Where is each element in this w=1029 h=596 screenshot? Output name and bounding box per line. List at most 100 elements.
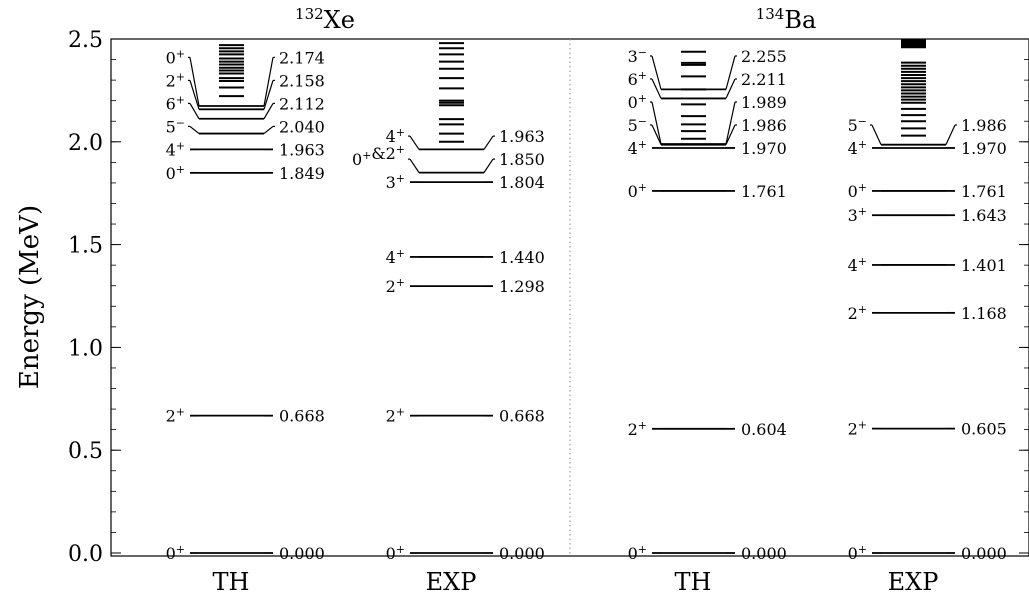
- level-connector: [409, 158, 420, 173]
- spin-parity-label: 0+: [166, 47, 185, 67]
- spin-value: 2: [166, 407, 176, 426]
- spin-parity-label: 6+: [166, 93, 185, 113]
- parity-sign: −: [638, 46, 647, 59]
- energy-value-label: 1.804: [499, 173, 545, 192]
- parity-sign: +: [362, 149, 371, 162]
- energy-value-label: 0.605: [961, 420, 1007, 439]
- parity-sign: +: [396, 172, 405, 185]
- spin-parity-label: 0+: [628, 92, 647, 112]
- level-connector: [483, 135, 494, 150]
- level-connector: [725, 55, 736, 90]
- mass-number: 134: [756, 5, 785, 23]
- parity-sign: +: [858, 255, 867, 268]
- level-connector: [483, 158, 494, 173]
- spin-value: 2: [386, 407, 396, 426]
- parity-sign: +: [176, 70, 185, 83]
- spin-value: 5: [166, 117, 176, 136]
- spin-parity-label: 0+: [628, 543, 647, 563]
- y-tick-label: 1.0: [68, 336, 103, 361]
- energy-value-label: 2.255: [741, 47, 787, 66]
- spin-parity-label: 0+: [166, 543, 185, 563]
- energy-value-label: 0.000: [741, 544, 787, 563]
- level-connector: [651, 124, 662, 145]
- energy-value-label: 1.643: [961, 206, 1007, 225]
- level-connector: [189, 125, 200, 135]
- nucleus-label: 132Xe: [295, 5, 355, 34]
- spin-value: 4: [848, 139, 858, 158]
- level-connector: [263, 57, 274, 107]
- level-connector: [189, 57, 200, 107]
- spin-parity-label: 3+: [848, 205, 867, 225]
- energy-value-label: 1.168: [961, 304, 1007, 323]
- energy-value-label: 0.000: [499, 544, 545, 563]
- parity-sign: +: [858, 205, 867, 218]
- spin-parity-label: 0+: [848, 181, 867, 201]
- parity-sign: +: [176, 163, 185, 176]
- y-tick-label: 2.5: [68, 28, 103, 53]
- level-connector: [409, 135, 420, 150]
- parity-sign: +: [638, 92, 647, 105]
- level-connector: [651, 78, 662, 99]
- parity-sign: +: [638, 419, 647, 432]
- nucleus-label: 134Ba: [756, 5, 817, 34]
- energy-value-label: 2.112: [279, 94, 325, 113]
- column-label: TH: [213, 568, 250, 596]
- spin-parity-label: 5−: [848, 115, 867, 135]
- energy-value-label: 1.761: [961, 182, 1007, 201]
- spin-value: 2: [386, 144, 396, 163]
- spin-value: 2: [386, 277, 396, 296]
- energy-value-label: 1.298: [499, 277, 545, 296]
- mass-number: 132: [295, 5, 324, 23]
- level-connector: [871, 124, 882, 145]
- energy-value-label: 1.963: [499, 127, 545, 146]
- parity-sign: +: [638, 543, 647, 556]
- energy-value-label: 2.158: [279, 71, 325, 90]
- parity-sign: +: [176, 139, 185, 152]
- parity-sign: +: [396, 126, 405, 139]
- spin-value: 0: [166, 544, 176, 563]
- parity-sign: +: [176, 93, 185, 106]
- level-connector: [725, 124, 736, 145]
- energy-value-label: 0.000: [279, 544, 325, 563]
- energy-value-label: 1.401: [961, 256, 1007, 275]
- parity-sign: +: [396, 543, 405, 556]
- energy-value-label: 0.668: [499, 407, 545, 426]
- energy-value-label: 2.174: [279, 48, 325, 67]
- spin-value: 3: [386, 173, 396, 192]
- spin-parity-label: 3+: [386, 172, 405, 192]
- spin-value: 0: [166, 48, 176, 67]
- spin-parity-label: 2+: [386, 406, 405, 426]
- spin-value: 5: [628, 116, 638, 135]
- column-label: EXP: [426, 568, 477, 596]
- parity-sign: +: [176, 47, 185, 60]
- spin-parity-label: 2+: [386, 276, 405, 296]
- parity-sign: +: [858, 303, 867, 316]
- spin-value: 6: [628, 70, 638, 89]
- energy-value-label: 1.850: [499, 150, 545, 169]
- level-connector: [651, 101, 662, 145]
- spin-value: 0: [628, 93, 638, 112]
- spin-parity-label: 0+: [628, 181, 647, 201]
- level-connector: [945, 124, 956, 145]
- spin-value: 2: [848, 420, 858, 439]
- y-tick-label: 0.5: [68, 439, 103, 464]
- level-connector: [263, 125, 274, 135]
- parity-sign: +: [858, 181, 867, 194]
- spin-parity-label: 4+: [848, 255, 867, 275]
- parity-sign: −: [638, 115, 647, 128]
- parity-sign: +: [638, 138, 647, 151]
- level-connector: [189, 103, 200, 120]
- spin-value: 2: [628, 420, 638, 439]
- spin-separator: &: [371, 144, 385, 163]
- spin-parity-label: 0+: [848, 543, 867, 563]
- spin-parity-label: 4+: [628, 138, 647, 158]
- level-connector: [263, 80, 274, 110]
- spin-value: 4: [848, 256, 858, 275]
- spin-parity-label: 0+&2+: [352, 143, 405, 169]
- spin-value: 5: [848, 116, 858, 135]
- spin-value: 4: [628, 139, 638, 158]
